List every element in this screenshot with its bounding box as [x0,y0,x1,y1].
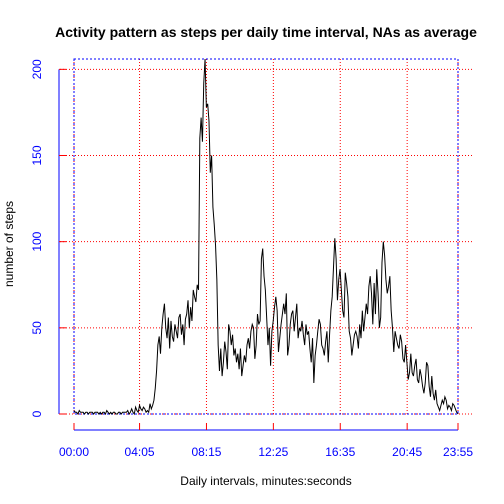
x-tick-label: 08:15 [191,445,221,459]
chart-title: Activity pattern as steps per daily time… [55,24,477,40]
axes: 00:00 04:05 08:15 12:25 16:35 20:45 23:55 0 50 10… [30,59,473,459]
y-tick-label: 50 [30,321,44,335]
plot-border [73,58,459,415]
x-tick-label: 20:45 [392,445,422,459]
y-tick-label: 200 [30,59,44,79]
y-tick-label: 0 [30,410,44,417]
y-axis-label: number of steps [2,201,16,287]
y-tick-label: 150 [30,145,44,165]
x-tick-label: 00:00 [59,445,89,459]
x-tick-label: 23:55 [443,445,473,459]
x-tick-label: 12:25 [258,445,288,459]
x-tick-label: 16:35 [325,445,355,459]
x-tick-label: 04:05 [125,445,155,459]
steps-series-line [73,58,459,416]
y-tick-label: 100 [30,231,44,251]
x-axis-label: Daily intervals, minutes:seconds [180,474,351,488]
